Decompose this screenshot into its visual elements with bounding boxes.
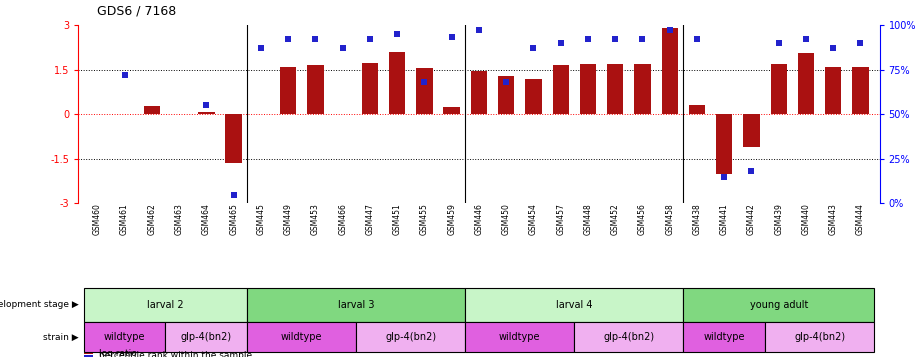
Bar <box>798 53 814 114</box>
Text: GSM445: GSM445 <box>256 203 265 235</box>
Bar <box>716 114 732 174</box>
Bar <box>635 64 650 114</box>
Bar <box>389 52 405 114</box>
Bar <box>226 114 242 164</box>
Text: young adult: young adult <box>750 300 808 310</box>
Text: log ratio: log ratio <box>99 349 136 357</box>
Text: GSM443: GSM443 <box>829 203 838 235</box>
Text: GSM464: GSM464 <box>202 203 211 235</box>
Bar <box>607 64 624 114</box>
Text: GSM455: GSM455 <box>420 203 429 235</box>
Bar <box>471 71 487 114</box>
Text: GSM460: GSM460 <box>93 203 102 235</box>
Text: GSM462: GSM462 <box>147 203 157 235</box>
Bar <box>765 322 874 352</box>
Text: GSM442: GSM442 <box>747 203 756 235</box>
Text: GSM449: GSM449 <box>284 203 293 235</box>
Bar <box>84 353 93 354</box>
Text: GSM451: GSM451 <box>392 203 402 235</box>
Text: GSM439: GSM439 <box>775 203 783 235</box>
Text: GSM444: GSM444 <box>856 203 865 235</box>
Text: wildtype: wildtype <box>704 332 745 342</box>
Bar <box>689 105 705 114</box>
Bar <box>444 107 460 114</box>
Text: GSM452: GSM452 <box>611 203 620 235</box>
Text: larval 2: larval 2 <box>147 300 184 310</box>
Text: GSM453: GSM453 <box>311 203 320 235</box>
Text: GDS6 / 7168: GDS6 / 7168 <box>97 5 176 18</box>
Bar <box>525 79 542 114</box>
Bar <box>144 106 160 114</box>
Bar <box>416 68 433 114</box>
Bar <box>84 355 93 357</box>
Text: GSM459: GSM459 <box>448 203 456 235</box>
Bar <box>280 67 297 114</box>
Bar <box>308 65 323 114</box>
Text: GSM466: GSM466 <box>338 203 347 235</box>
Bar <box>84 322 166 352</box>
Text: wildtype: wildtype <box>281 332 322 342</box>
Bar <box>575 322 683 352</box>
Text: GSM447: GSM447 <box>366 203 375 235</box>
Text: glp-4(bn2): glp-4(bn2) <box>603 332 655 342</box>
Bar <box>166 322 247 352</box>
Text: GSM465: GSM465 <box>229 203 239 235</box>
Text: wildtype: wildtype <box>499 332 541 342</box>
Text: percentile rank within the sample: percentile rank within the sample <box>99 351 251 357</box>
Text: wildtype: wildtype <box>104 332 146 342</box>
Bar <box>498 76 514 114</box>
Bar <box>852 67 869 114</box>
Bar <box>247 288 465 322</box>
Text: GSM463: GSM463 <box>175 203 183 235</box>
Text: GSM440: GSM440 <box>801 203 810 235</box>
Bar <box>579 64 596 114</box>
Bar <box>356 322 465 352</box>
Bar <box>743 114 760 147</box>
Bar <box>683 322 765 352</box>
Text: GSM454: GSM454 <box>529 203 538 235</box>
Text: GSM438: GSM438 <box>693 203 702 235</box>
Bar <box>465 288 683 322</box>
Text: glp-4(bn2): glp-4(bn2) <box>385 332 437 342</box>
Text: GSM441: GSM441 <box>719 203 729 235</box>
Bar <box>84 288 247 322</box>
Text: larval 3: larval 3 <box>338 300 375 310</box>
Text: development stage ▶: development stage ▶ <box>0 300 78 309</box>
Text: GSM450: GSM450 <box>502 203 510 235</box>
Text: strain ▶: strain ▶ <box>42 332 78 342</box>
Text: glp-4(bn2): glp-4(bn2) <box>794 332 845 342</box>
Bar <box>825 67 842 114</box>
Bar <box>661 28 678 114</box>
Text: larval 4: larval 4 <box>556 300 592 310</box>
Text: GSM456: GSM456 <box>638 203 647 235</box>
Bar <box>198 112 215 114</box>
Text: glp-4(bn2): glp-4(bn2) <box>181 332 232 342</box>
Bar <box>247 322 356 352</box>
Text: GSM446: GSM446 <box>474 203 484 235</box>
Bar <box>362 63 379 114</box>
Bar <box>465 322 575 352</box>
Text: GSM457: GSM457 <box>556 203 565 235</box>
Bar <box>683 288 874 322</box>
Text: GSM461: GSM461 <box>120 203 129 235</box>
Text: GSM448: GSM448 <box>583 203 592 235</box>
Text: GSM458: GSM458 <box>665 203 674 235</box>
Bar <box>771 64 787 114</box>
Bar <box>553 65 569 114</box>
